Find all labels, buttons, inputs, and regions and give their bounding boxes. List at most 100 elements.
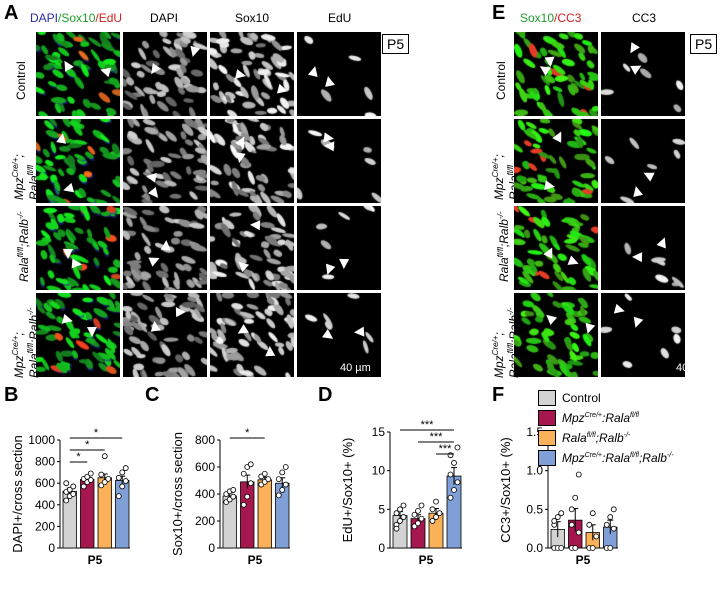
C-y-tick-label: 600 [195, 460, 215, 474]
panel-a-image-r3-dapi [123, 206, 207, 290]
D-data-point [393, 510, 400, 517]
F-y-tick-label: 0.0 [526, 541, 543, 555]
C-data-point [240, 501, 247, 508]
panel-e-tile-r3-cc3 [601, 206, 685, 290]
D-data-point [433, 498, 439, 505]
C-x-axis-label: P5 [248, 553, 263, 567]
F-y-tick-label: 0.5 [526, 502, 543, 516]
panel-a-image-r1-merge [36, 32, 120, 116]
panel-letter-e: E [492, 2, 506, 24]
B-sig-label: * [94, 427, 99, 439]
panel-letter-c: C [145, 384, 160, 406]
panel-letter-d: D [318, 384, 333, 406]
edu-header: EdU [328, 11, 352, 25]
F-data-point [589, 510, 596, 517]
panel-a-image-r4-edu [297, 293, 381, 377]
D-data-point [397, 518, 403, 524]
panel-a-tile-r3-sox10 [210, 206, 294, 290]
panel-a-image-r1-sox10 [210, 32, 294, 116]
C-y-tick-label: 0 [208, 541, 215, 555]
B-data-point [119, 483, 126, 490]
panel-a-image-r1-edu [297, 32, 381, 116]
D-sig-label: *** [430, 431, 444, 443]
D-data-point [400, 514, 407, 520]
F-data-point [607, 514, 614, 520]
C-data-point [282, 464, 289, 470]
panel-e-image-r4-cc3 [601, 293, 685, 377]
panel-e-tile-r2-mergeE [514, 119, 598, 203]
F-data-point [610, 525, 617, 532]
panel-e-tile-r4-cc3 [601, 293, 685, 377]
B-y-axis-label: DAPI+/cross section [10, 435, 25, 552]
dapi-header: DAPI [150, 11, 179, 25]
legend-label-triple: MpzCre/+:Ralafl/fl;Ralb-/- [562, 451, 674, 465]
F-data-point [607, 545, 614, 551]
merge-sox10-label-e: Sox10 [520, 11, 555, 25]
panel-e-tile-r4-mergeE [514, 293, 598, 377]
legend-swatch-triple [538, 450, 556, 466]
D-data-point [415, 520, 421, 527]
F-data-point [558, 545, 565, 551]
C-data-point [244, 493, 251, 500]
B-data-point [105, 475, 112, 482]
B-data-point [70, 483, 77, 490]
legend-swatch-control [538, 390, 556, 406]
scale-bar-e [672, 377, 712, 379]
panel-a-tile-r4-dapi [123, 293, 207, 377]
C-y-tick-label: 400 [195, 487, 215, 501]
D-data-point [436, 510, 443, 517]
D-y-tick-label: 10 [372, 464, 386, 478]
legend-item-control: Control [538, 388, 718, 408]
D-data-point [418, 502, 425, 509]
B-y-tick-label: 800 [35, 455, 55, 469]
B-sig-label: * [76, 451, 81, 463]
panel-a-image-r4-sox10 [210, 293, 294, 377]
panel-a-image-r3-sox10 [210, 206, 294, 290]
F-data-point [572, 545, 579, 551]
panel-e-tile-r1-mergeE [514, 32, 598, 116]
panel-a-image-r2-dapi [123, 119, 207, 203]
D-data-point [451, 487, 457, 493]
F-data-point [586, 521, 593, 528]
panel-e-image-r2-cc3 [601, 119, 685, 203]
B-data-point [84, 473, 91, 480]
F-data-point [568, 506, 575, 513]
B-data-point [63, 497, 70, 504]
D-data-point [454, 444, 461, 451]
panel-a-tile-r2-sox10 [210, 119, 294, 203]
B-bar [80, 479, 95, 549]
D-y-tick-label: 0 [378, 541, 385, 555]
panel-a-tile-r1-edu [297, 32, 381, 116]
panel-a-tile-r4-merge [36, 293, 120, 377]
D-data-point [397, 506, 403, 513]
timepoint-box-e: P5 [690, 34, 718, 54]
B-data-point [63, 480, 70, 487]
C-data-point [247, 461, 254, 468]
B-data-point [98, 482, 105, 489]
panel-a-image-r3-merge [36, 206, 120, 290]
panel-a-image-r2-sox10 [210, 119, 294, 203]
panel-a-image-r3-edu [297, 206, 381, 290]
D-data-point [447, 494, 454, 501]
panel-a-tile-r2-dapi [123, 119, 207, 203]
legend-swatch-mpz-rala [538, 410, 556, 426]
C-data-point [265, 476, 272, 483]
legend-item-rala-ralb: Ralafl/fl;Ralb-/- [538, 428, 718, 448]
B-data-point [122, 465, 129, 471]
D-x-axis-label: P5 [419, 553, 434, 567]
B-y-tick-label: 0 [48, 541, 55, 555]
B-sig-label: * [85, 439, 90, 451]
F-y-tick-label: 1.0 [526, 464, 543, 478]
F-data-point [554, 514, 561, 520]
F-data-point [568, 521, 575, 528]
scale-bar-label-e: 40 µm [676, 362, 707, 374]
legend-label-rala-ralb: Ralafl/fl;Ralb-/- [562, 431, 631, 445]
panel-a-image-r4-dapi [123, 293, 207, 377]
F-x-axis-label: P5 [576, 553, 591, 567]
panel-letter-b: B [4, 384, 19, 406]
C-data-point [230, 493, 237, 500]
panel-e-tile-r3-mergeE [514, 206, 598, 290]
D-sig-label: *** [421, 419, 435, 431]
C-data-point [240, 470, 247, 477]
legend-item-triple: MpzCre/+:Ralafl/fl;Ralb-/- [538, 448, 718, 468]
